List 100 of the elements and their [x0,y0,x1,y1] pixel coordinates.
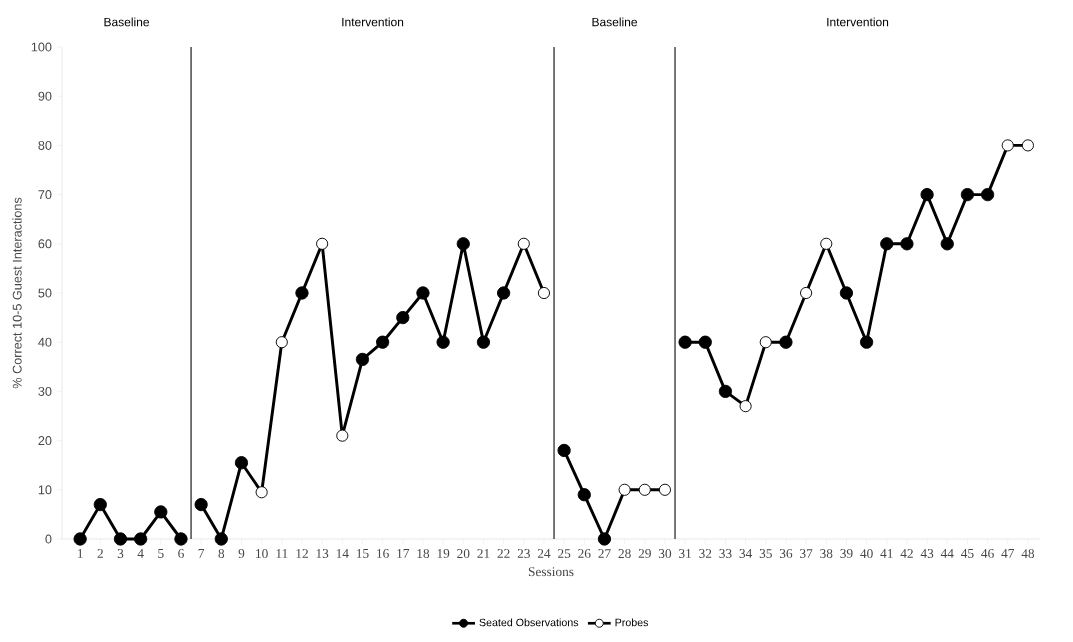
x-tick-label: 33 [719,549,732,558]
point [456,237,470,251]
x-tick-label: 46 [981,549,994,558]
x-tick-label: 19 [437,549,450,558]
point [416,286,430,300]
x-tick-label: 47 [1001,549,1015,558]
point [597,532,612,546]
x-tick-label: 27 [598,549,611,558]
x-tick-label: 41 [880,549,893,558]
point [618,483,631,496]
point [839,286,854,300]
y-tick-label: 20 [38,436,52,446]
point [658,483,672,496]
point [316,237,329,250]
y-tick-label: 10 [38,485,52,495]
point [174,532,188,546]
y-tick-label: 60 [38,239,52,249]
x-tick-label: 5 [158,549,164,558]
point [113,532,128,546]
x-tick-label: 3 [117,549,124,558]
x-tick-label: 29 [638,549,651,558]
point [255,486,268,499]
x-tick-label: 23 [517,549,530,558]
x-tick-label: 17 [397,549,410,558]
y-tick-label: 30 [38,386,52,396]
x-tick-label: 43 [920,549,934,558]
y-axis-title: % Correct 10-5 Guest Interactions [12,197,22,389]
point [920,187,934,202]
x-tick-label: 38 [820,549,833,559]
x-tick-label: 20 [457,549,470,559]
legend-label: Seated Observations [479,618,579,627]
x-tick-label: 40 [860,549,873,559]
x-tick-label: 37 [800,549,813,558]
point [980,187,995,202]
y-tick-label: 70 [38,190,52,200]
x-tick-label: 6 [178,549,184,558]
x-tick-label: 44 [940,549,954,558]
x-tick-label: 26 [578,549,591,558]
x-tick-label: 4 [137,549,144,558]
y-tick-label: 100 [31,42,52,52]
x-tick-label: 24 [537,549,551,558]
point [396,310,410,325]
point [194,497,208,512]
point [1021,139,1034,152]
point [557,443,571,458]
point [93,497,107,512]
x-tick-label: 15 [356,549,369,558]
x-axis-title: Sessions [528,567,574,577]
point [739,400,752,413]
x-tick-label: 30 [658,549,672,559]
x-tick-label: 11 [276,549,288,558]
x-tick-label: 8 [218,549,225,559]
point [820,237,833,250]
point [497,286,511,300]
point [718,384,733,398]
point [275,336,288,349]
x-tick-label: 1 [77,549,83,558]
point [234,456,249,470]
x-tick-label: 32 [699,549,712,558]
x-tick-label: 34 [739,549,753,558]
point [154,505,168,519]
x-tick-label: 35 [759,549,772,558]
point [537,286,551,300]
point [960,187,975,202]
x-tick-label: 18 [417,549,430,559]
point [859,335,874,349]
point [880,237,894,251]
point [577,488,591,502]
y-tick-label: 40 [38,337,52,347]
point [476,335,491,349]
y-tick-label: 80 [38,140,52,150]
point [779,335,793,349]
x-tick-label: 14 [336,549,349,558]
point [517,237,530,250]
text: Intervention [342,17,404,27]
x-tick-label: 42 [900,549,913,558]
y-tick-label: 0 [45,534,52,544]
x-tick-label: 25 [558,549,571,558]
point [73,532,87,546]
x-tick-label: 45 [961,549,974,558]
text: Intervention [827,17,889,27]
point [800,286,813,300]
point [638,483,651,496]
point [376,335,390,349]
point [698,335,712,349]
x-tick-label: 16 [377,549,389,558]
point [940,237,954,251]
y-tick-label: 90 [38,91,52,101]
x-tick-label: 12 [296,549,308,558]
point [134,532,148,546]
x-tick-label: 28 [618,549,631,559]
x-tick-label: 7 [198,549,205,558]
y-tick-label: 50 [38,288,52,298]
x-tick-label: 36 [779,549,793,558]
point [336,429,349,442]
point [759,336,772,349]
x-tick-label: 21 [477,549,490,558]
point [355,352,370,367]
x-tick-label: 31 [679,549,691,558]
point [900,237,914,251]
